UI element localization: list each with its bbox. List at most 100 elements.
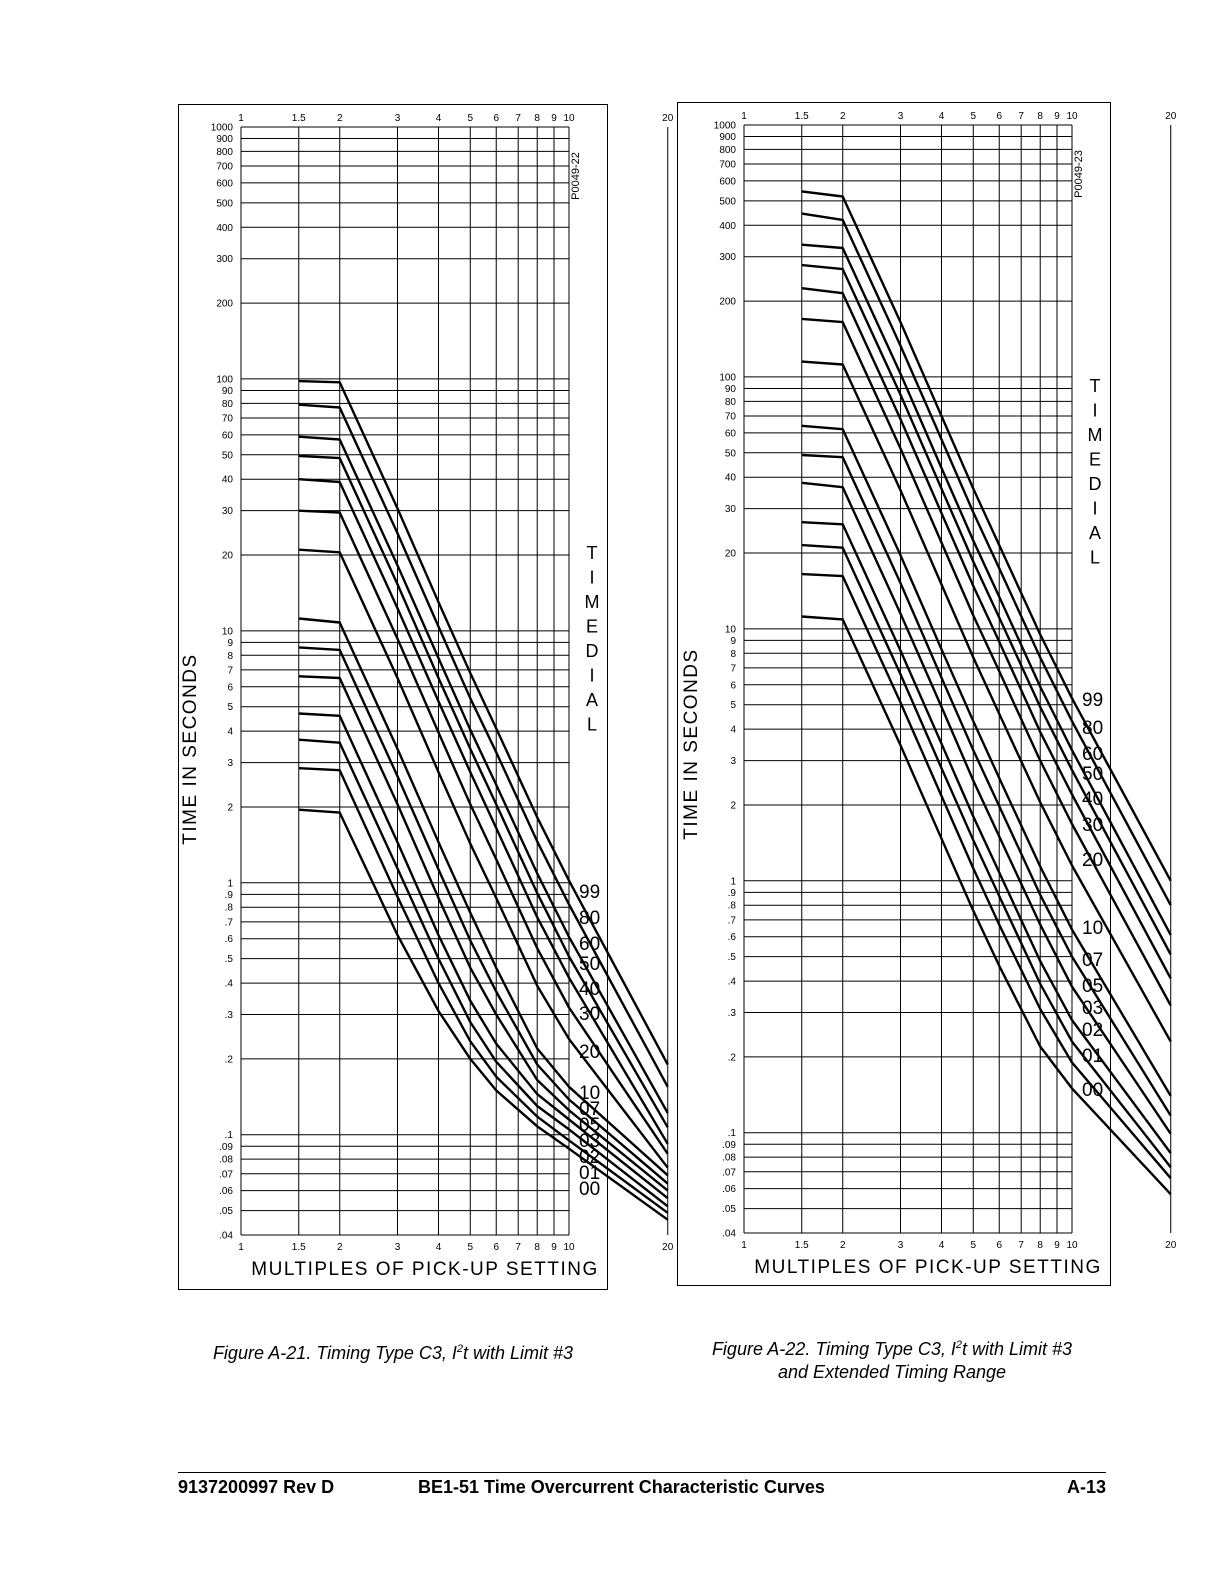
series-label-07: 07	[1082, 950, 1103, 971]
time-dial-letter: D	[1089, 474, 1102, 494]
y-tick-label: .3	[225, 1010, 234, 1021]
time-dial-curve-10	[298, 617, 669, 1177]
outer-frame	[178, 104, 608, 1290]
y-tick-label: .2	[728, 1052, 737, 1063]
x-tick-label-top: 1	[238, 113, 244, 124]
time-dial-curve-60	[801, 243, 1172, 936]
y-tick-label: .05	[219, 1206, 233, 1217]
time-dial-curve-60	[298, 435, 669, 1114]
y-tick-label: .2	[225, 1054, 234, 1065]
y-tick-label: .7	[728, 915, 737, 926]
caption-a21-sup: 2	[456, 1343, 463, 1355]
y-tick-label: 20	[725, 549, 737, 560]
time-dial-curve-05	[298, 675, 669, 1192]
x-tick-label-bottom: 5	[467, 1242, 473, 1253]
y-tick-label: 6	[227, 682, 233, 693]
time-dial-letter: D	[586, 641, 599, 661]
time-dial-letter: T	[1090, 376, 1101, 396]
outer-frame	[677, 102, 1111, 1286]
series-label-03: 03	[579, 1131, 600, 1152]
time-dial-curve-01	[298, 767, 669, 1214]
time-dial-curve-50	[801, 263, 1172, 956]
x-axis-title: MULTIPLES OF PICK-UP SETTING	[754, 1257, 1101, 1278]
x-axis-title: MULTIPLES OF PICK-UP SETTING	[251, 1259, 598, 1280]
x-tick-label-top: 1.5	[795, 111, 809, 122]
series-label-30: 30	[1082, 815, 1103, 836]
y-tick-label: .08	[219, 1155, 233, 1166]
y-tick-label: 500	[719, 196, 736, 207]
y-tick-label: .08	[722, 1153, 736, 1164]
y-tick-label: 400	[719, 221, 736, 232]
x-tick-label-top: 7	[515, 113, 521, 124]
x-tick-label-top: 20	[662, 113, 674, 124]
time-dial-curve-10	[801, 424, 1172, 1097]
y-tick-label: .4	[728, 977, 737, 988]
x-tick-label-bottom: 20	[1165, 1240, 1177, 1251]
time-dial-curve-30	[801, 317, 1172, 1007]
caption-a21: Figure A-21. Timing Type C3, I2t with Li…	[178, 1338, 608, 1365]
y-tick-label: 1	[730, 876, 736, 887]
series-label-20: 20	[1082, 850, 1103, 871]
y-tick-label: .04	[219, 1231, 233, 1242]
y-tick-label: 20	[222, 551, 234, 562]
x-tick-label-top: 6	[996, 111, 1002, 122]
y-tick-label: .4	[225, 979, 234, 990]
y-tick-label: 5	[730, 700, 736, 711]
y-tick-label: 900	[719, 132, 736, 143]
y-tick-label: 100	[216, 374, 233, 385]
time-dial-letter: I	[589, 568, 594, 588]
y-tick-label: 3	[227, 758, 233, 769]
y-tick-label: .5	[225, 954, 234, 965]
x-tick-label-top: 1	[741, 111, 747, 122]
y-tick-label: 2	[227, 802, 233, 813]
y-tick-label: 9	[730, 636, 736, 647]
y-tick-label: 90	[725, 384, 737, 395]
y-tick-label: 7	[730, 663, 736, 674]
figure-id-label: P0049-22	[570, 152, 582, 200]
y-tick-label: .9	[728, 888, 737, 899]
y-tick-label: 70	[222, 413, 234, 424]
x-tick-label-top: 2	[840, 111, 846, 122]
time-dial-letter: A	[586, 690, 598, 710]
x-tick-label-bottom: 5	[970, 1240, 976, 1251]
y-tick-label: 800	[216, 147, 233, 158]
x-tick-label-bottom: 9	[1054, 1240, 1060, 1251]
x-tick-label-bottom: 9	[551, 1242, 557, 1253]
time-dial-letter: L	[1090, 548, 1100, 568]
y-tick-label: 700	[216, 162, 233, 173]
y-tick-label: 900	[216, 134, 233, 145]
y-tick-label: 80	[222, 399, 234, 410]
series-label-50: 50	[579, 954, 600, 975]
time-dial-curve-40	[298, 478, 669, 1145]
time-dial-letter: A	[1089, 523, 1101, 543]
series-label-60: 60	[579, 934, 600, 955]
time-dial-curve-40	[801, 287, 1172, 979]
time-dial-curve-50	[298, 454, 669, 1128]
x-tick-label-top: 5	[970, 111, 976, 122]
y-axis-title: TIME IN SECONDS	[681, 648, 702, 839]
series-label-20: 20	[579, 1042, 600, 1063]
series-label-10: 10	[579, 1083, 600, 1104]
x-tick-label-top: 10	[1066, 111, 1078, 122]
time-dial-curve-99	[801, 190, 1172, 882]
series-label-60: 60	[1082, 744, 1103, 765]
x-tick-label-top: 20	[1165, 111, 1177, 122]
y-tick-label: 5	[227, 702, 233, 713]
footer-page-number: A-13	[1066, 1477, 1106, 1497]
y-tick-label: 4	[227, 727, 233, 738]
y-tick-label: 60	[222, 430, 234, 441]
y-tick-label: .09	[722, 1140, 736, 1151]
y-tick-label: 4	[730, 725, 736, 736]
x-tick-label-top: 9	[551, 113, 557, 124]
series-label-80: 80	[579, 908, 600, 929]
y-tick-label: .9	[225, 890, 234, 901]
y-tick-label: 600	[216, 178, 233, 189]
time-dial-letter: I	[589, 666, 594, 686]
time-dial-letter: L	[587, 715, 597, 735]
y-tick-label: 10	[725, 624, 737, 635]
y-tick-label: .04	[722, 1229, 736, 1240]
y-tick-label: 9	[227, 638, 233, 649]
time-dial-letter: M	[585, 592, 600, 612]
x-tick-label-bottom: 20	[662, 1242, 674, 1253]
y-tick-label: 30	[725, 504, 737, 515]
